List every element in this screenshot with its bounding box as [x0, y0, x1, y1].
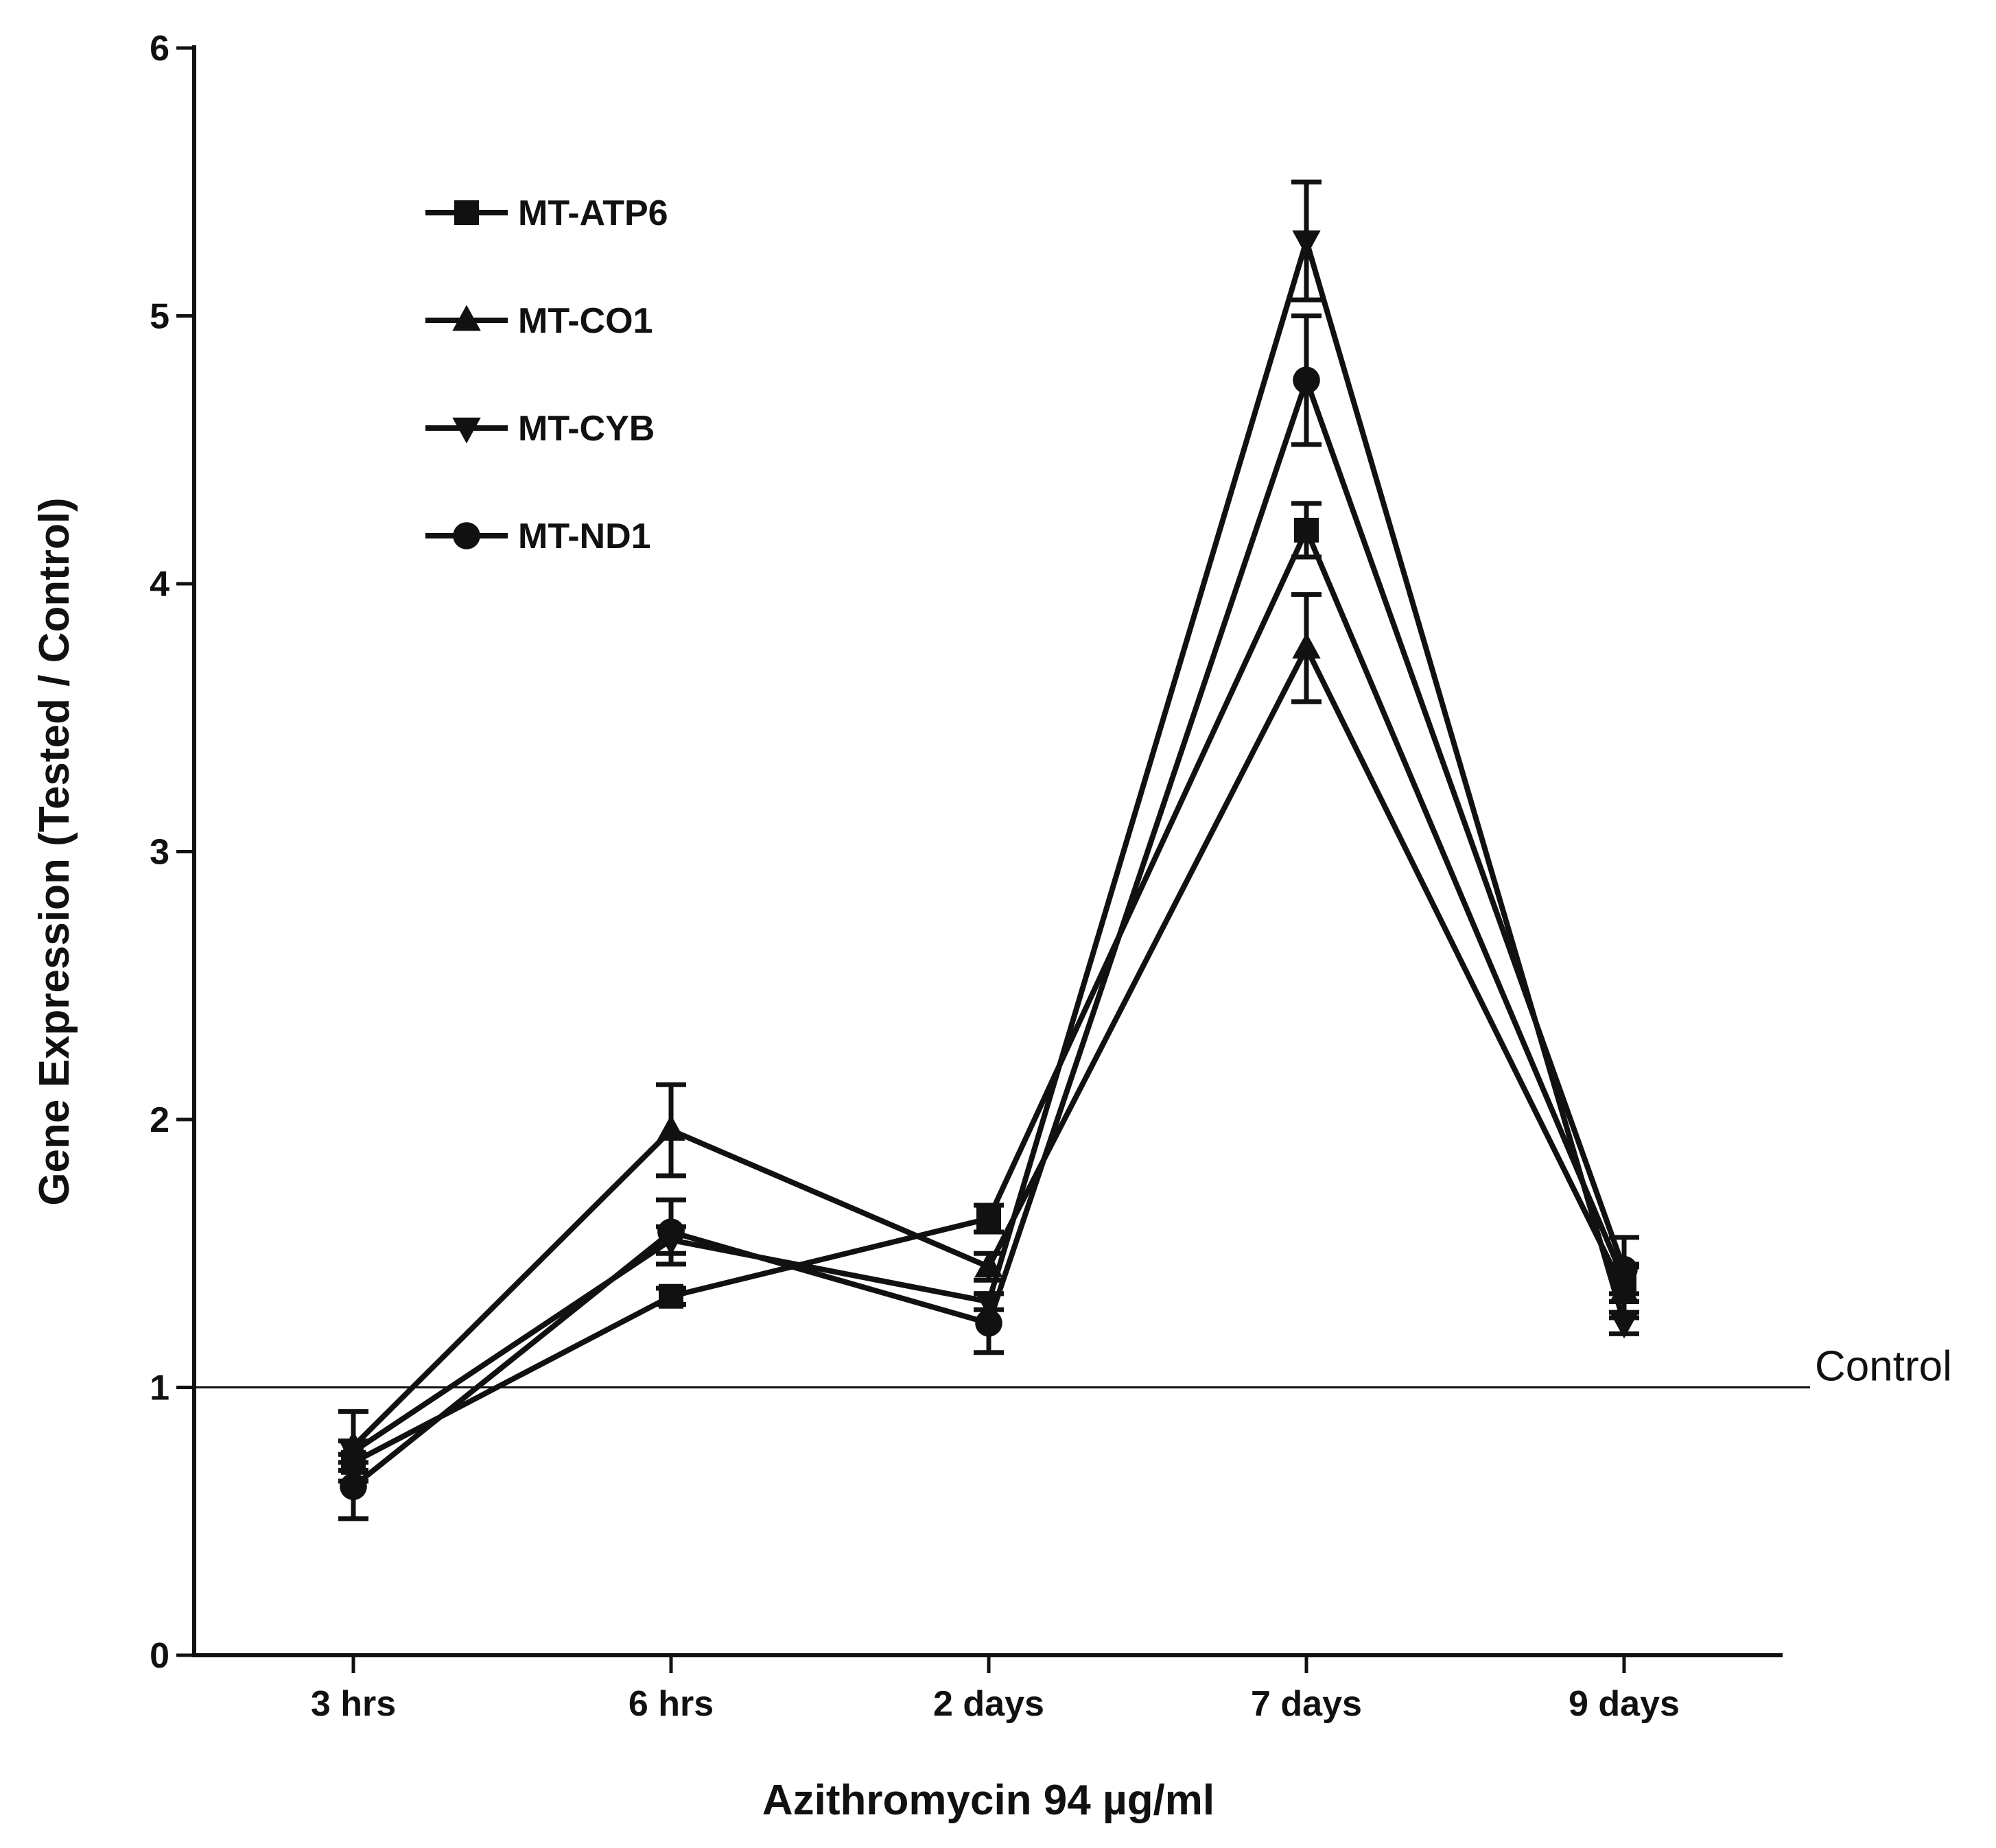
legend-marker: [452, 417, 481, 444]
legend-item: MT-ATP6: [425, 193, 668, 233]
data-point: [976, 1206, 1001, 1231]
legend-marker: [453, 522, 480, 549]
legend-label: MT-CYB: [518, 409, 655, 449]
legend-label: MT-CO1: [518, 301, 653, 341]
y-tick-label: 2: [150, 1100, 169, 1140]
y-tick-label: 6: [150, 29, 169, 69]
legend-item: MT-CO1: [425, 301, 653, 341]
y-tick-label: 0: [150, 1636, 169, 1676]
data-point: [1292, 632, 1321, 659]
data-point: [1610, 1255, 1638, 1283]
data-point: [975, 1309, 1002, 1337]
x-axis-title: Azithromycin 94 µg/ml: [762, 1777, 1214, 1824]
data-point: [1292, 230, 1321, 257]
x-tick-label: 6 hrs: [629, 1684, 714, 1724]
x-tick-label: 9 days: [1569, 1684, 1680, 1724]
legend-item: MT-ND1: [425, 517, 651, 556]
legend-label: MT-ATP6: [518, 193, 668, 233]
axes: 0 1 2 3 4 5 6 3 hrs 6 hrs 2 days 7 days 9 days: [150, 29, 1783, 1724]
legend-marker: [452, 305, 481, 331]
control-reference: Control: [194, 1343, 1952, 1390]
data-point: [657, 1115, 685, 1141]
series-group: [338, 179, 1639, 1521]
data-point: [1293, 366, 1320, 394]
legend-label: MT-ND1: [518, 517, 651, 556]
legend-item: MT-CYB: [425, 409, 655, 449]
data-point: [1610, 1312, 1639, 1339]
y-tick-label: 1: [150, 1369, 169, 1408]
y-tick-label: 3: [150, 833, 169, 873]
control-label: Control: [1815, 1343, 1952, 1390]
y-tick-label: 4: [150, 565, 169, 604]
x-tick-label: 2 days: [933, 1684, 1044, 1724]
series-mt-nd1: [338, 313, 1639, 1521]
axis-titles: Azithromycin 94 µg/ml Gene Expression (T…: [31, 497, 1214, 1824]
data-point: [340, 1473, 367, 1500]
legend-marker: [454, 200, 479, 225]
data-point: [657, 1218, 685, 1246]
legend: MT-ATP6 MT-CO1 MT-CYB MT-ND1: [425, 193, 668, 556]
y-axis-title: Gene Expression (Tested / Control): [31, 497, 78, 1205]
data-point: [1294, 517, 1319, 543]
x-tick-label: 3 hrs: [311, 1684, 396, 1724]
x-tick-label: 7 days: [1251, 1684, 1362, 1724]
data-point: [659, 1283, 683, 1309]
y-tick-label: 5: [150, 297, 169, 337]
